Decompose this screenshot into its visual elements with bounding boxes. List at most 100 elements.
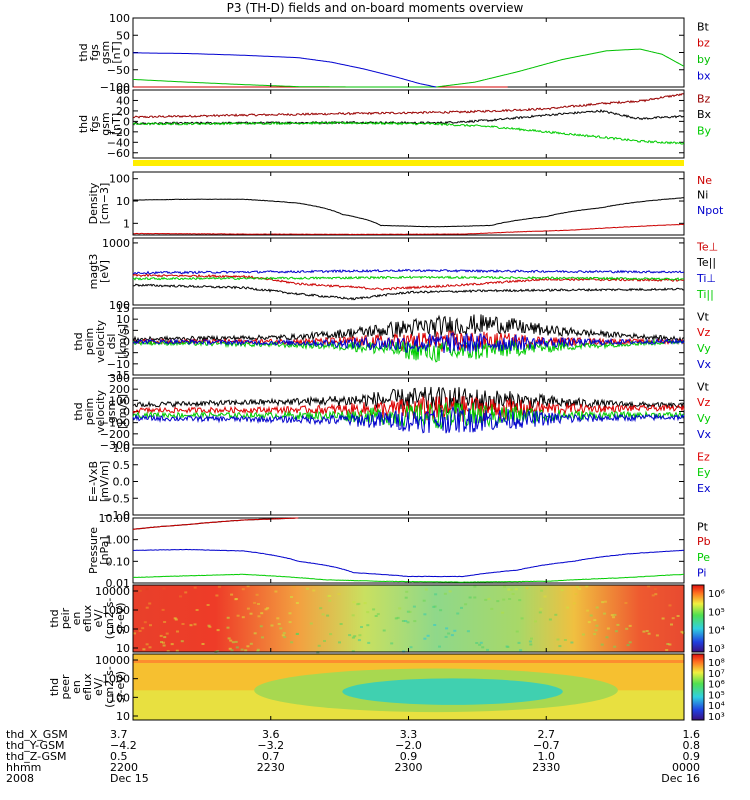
- legend-entry-Ey: Ey: [697, 466, 711, 479]
- ephemeris-value: Dec 15: [110, 772, 149, 785]
- spectrogram-texture: [230, 649, 234, 652]
- y-tick-label: 1000: [102, 673, 130, 686]
- spectrogram-texture: [589, 614, 593, 617]
- ephemeris-value: 0.9: [400, 750, 418, 763]
- spectrogram-texture: [360, 626, 363, 628]
- spectrogram-texture: [166, 650, 170, 653]
- spectrogram-texture: [234, 640, 238, 643]
- spectrogram-texture: [374, 615, 378, 617]
- spectrogram-texture: [173, 617, 177, 620]
- y-axis-label-line: [km/s]: [116, 324, 129, 359]
- colorbar-tick-label: 10⁴: [708, 701, 725, 712]
- spectrogram-texture: [624, 602, 628, 604]
- legend-entry-Bz: Bz: [697, 92, 711, 105]
- spectrogram-texture: [424, 588, 428, 591]
- spectrogram-texture: [249, 612, 253, 615]
- y-axis-label-line: magt3: [87, 254, 100, 290]
- spectrogram-texture: [529, 643, 533, 646]
- spectrogram-texture: [404, 596, 408, 599]
- spectrogram-texture: [406, 621, 410, 624]
- spectrogram-texture: [460, 606, 463, 609]
- y-tick-label: 0.10: [106, 555, 131, 568]
- spectrogram-texture: [352, 601, 356, 604]
- spectrogram-texture: [138, 630, 142, 632]
- ephemeris-value: 0000: [672, 761, 700, 774]
- series-line-Pi: [133, 548, 685, 578]
- y-tick-label: 0: [123, 47, 130, 60]
- y-tick-label: −200: [100, 428, 130, 441]
- y-axis-label-line: eV/: [92, 678, 105, 696]
- spectrogram-texture: [426, 634, 430, 637]
- spectrogram-texture: [195, 609, 199, 611]
- panel-frame-density: [132, 171, 685, 236]
- spectrogram-texture: [456, 612, 460, 615]
- spectrogram-texture: [445, 627, 449, 630]
- y-tick-label: 10: [116, 710, 130, 723]
- spectrogram-texture: [246, 585, 250, 588]
- spectrogram-texture: [366, 611, 370, 614]
- spectrogram-texture: [184, 591, 188, 594]
- spectrogram-texture: [282, 632, 286, 635]
- spectrogram-texture: [160, 641, 163, 644]
- y-axis-label-line: en: [70, 680, 83, 694]
- spectrogram-texture: [142, 648, 146, 651]
- legend-entry-bx: bx: [697, 69, 711, 82]
- ephemeris-value: −0.7: [533, 739, 560, 752]
- legend-entry-Ni: Ni: [697, 189, 708, 202]
- spectrogram-texture: [404, 620, 408, 622]
- y-tick-label: 100: [109, 691, 130, 704]
- spectrogram-texture: [326, 614, 330, 617]
- spectrogram-texture: [216, 650, 220, 653]
- spectrogram-texture: [539, 607, 543, 610]
- legend-entry-Ti⊥: Ti⊥: [696, 272, 716, 285]
- spectrogram-texture: [176, 630, 179, 633]
- spectrogram-texture: [161, 608, 165, 611]
- spectrogram-texture: [145, 643, 149, 646]
- spectrogram-texture: [645, 630, 649, 632]
- y-tick-label: 50: [116, 29, 130, 42]
- y-tick-label: −40: [107, 136, 130, 149]
- spectrogram-texture: [145, 606, 149, 609]
- spectrogram-texture: [145, 588, 149, 591]
- spectrogram-texture: [433, 624, 437, 626]
- legend-entry-Te||: Te||: [696, 256, 716, 269]
- spectrogram-texture: [496, 600, 500, 603]
- spectrogram-texture: [283, 636, 287, 639]
- spectrogram-texture: [628, 641, 632, 644]
- ephemeris-value: 2330: [532, 761, 560, 774]
- legend-entry-Vz: Vz: [697, 396, 711, 409]
- spectrogram-texture: [665, 649, 669, 651]
- spectrogram-texture: [295, 633, 299, 635]
- spectrogram-texture: [338, 641, 341, 644]
- spectrogram-texture: [538, 611, 542, 614]
- colorbar-tick-label: 10⁴: [708, 626, 725, 637]
- legend-entry-Ex: Ex: [697, 482, 711, 495]
- y-axis-label-line: [cm−3]: [98, 183, 111, 225]
- spectrogram-texture: [540, 589, 544, 592]
- spectrogram-texture: [358, 634, 362, 637]
- y-tick-label: 1.00: [106, 534, 131, 547]
- y-tick-label: 10: [116, 195, 130, 208]
- spectrogram-texture: [409, 646, 413, 649]
- y-tick-label: 5: [123, 324, 130, 337]
- colorbar-tick-label: 10⁷: [708, 669, 725, 680]
- spectrogram-texture: [525, 587, 529, 590]
- spectrogram-texture: [606, 627, 610, 630]
- ephemeris-value: 2.7: [538, 728, 556, 741]
- spectrogram-texture: [240, 648, 244, 651]
- spectrogram-texture: [466, 630, 470, 633]
- colorbar-tick-label: 10⁸: [708, 658, 725, 669]
- spectrogram-texture: [257, 603, 260, 605]
- y-tick-label: 200: [109, 383, 130, 396]
- legend-entry-Pb: Pb: [697, 535, 711, 548]
- spectrogram-texture: [408, 610, 412, 613]
- y-tick-label: 0: [123, 115, 130, 128]
- spectrogram-texture: [443, 592, 447, 595]
- spectrogram-texture: [613, 613, 617, 616]
- spectrogram-texture: [390, 642, 394, 645]
- spectrogram-texture: [228, 647, 232, 650]
- y-tick-label: 1000: [102, 604, 130, 617]
- spectrogram-texture: [574, 593, 578, 595]
- series-line-Vt: [132, 314, 685, 343]
